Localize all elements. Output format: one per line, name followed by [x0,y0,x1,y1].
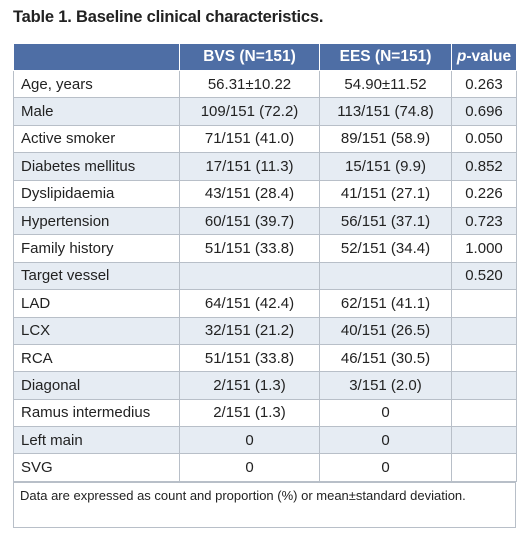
p-value: 0.696 [451,97,517,126]
table-body: Age, years 56.31±10.22 54.90±11.52 0.263 Mal… [13,69,517,482]
ees-value: 89/151 (58.9) [319,124,452,154]
bvs-value: 71/151 (41.0) [179,124,320,154]
ees-value: 54.90±11.52 [319,69,452,99]
header-ees: EES (N=151) [319,43,452,71]
row-label: Dyslipidaemia [13,179,180,208]
bvs-value: 32/151 (21.2) [179,316,320,345]
ees-value: 0 [319,453,452,482]
ees-value: 62/151 (41.1) [319,289,452,318]
bvs-value: 64/151 (42.4) [179,289,320,318]
row-label: Diabetes mellitus [13,152,180,181]
table-row: Target vessel 0.520 [13,261,517,291]
table-row: Diagonal 2/151 (1.3) 3/151 (2.0) [13,371,517,400]
header-empty-cell [13,43,180,71]
table-row: Left main 0 0 [13,426,517,455]
table-row: LCX 32/151 (21.2) 40/151 (26.5) [13,316,517,345]
row-label: Family history [13,234,180,263]
ees-value: 46/151 (30.5) [319,343,452,373]
row-label: LCX [13,316,180,345]
bvs-value: 43/151 (28.4) [179,179,320,208]
p-value: 0.226 [451,179,517,208]
table-row: SVG 0 0 [13,453,517,482]
table-row: Dyslipidaemia 43/151 (28.4) 41/151 (27.1) 0… [13,179,517,208]
table-row: Diabetes mellitus 17/151 (11.3) 15/151 (9.… [13,152,517,181]
header-bvs: BVS (N=151) [179,43,320,71]
table-row: RCA 51/151 (33.8) 46/151 (30.5) [13,343,517,373]
header-p-italic: p [456,48,467,65]
table-row: Age, years 56.31±10.22 54.90±11.52 0.263 [13,69,517,99]
row-label: Age, years [13,69,180,99]
p-value [451,316,517,345]
ees-value: 41/151 (27.1) [319,179,452,208]
bvs-value: 0 [179,426,320,455]
header-p-value: p-value [451,43,517,71]
row-label: Male [13,97,180,126]
row-label: Hypertension [13,206,180,236]
table-row: Ramus intermedius 2/151 (1.3) 0 [13,398,517,428]
baseline-table: BVS (N=151) EES (N=151) p-value Age, yea… [13,43,517,482]
p-value [451,343,517,373]
p-value: 0.723 [451,206,517,236]
p-value [451,426,517,455]
table-row: Family history 51/151 (33.8) 52/151 (34.4)… [13,234,517,263]
p-value [451,453,517,482]
table-caption: Table 1. Baseline clinical characteristi… [13,8,324,26]
row-label: Target vessel [13,261,180,291]
table-header-row: BVS (N=151) EES (N=151) p-value [13,43,517,71]
row-label: Ramus intermedius [13,398,180,428]
p-value: 0.263 [451,69,517,99]
table-row: Active smoker 71/151 (41.0) 89/151 (58.9) 0… [13,124,517,154]
bvs-value: 2/151 (1.3) [179,398,320,428]
table-footnote: Data are expressed as count and proporti… [13,482,516,528]
ees-value: 0 [319,398,452,428]
ees-value: 15/151 (9.9) [319,152,452,181]
p-value [451,371,517,400]
ees-value: 0 [319,426,452,455]
p-value: 1.000 [451,234,517,263]
ees-value: 3/151 (2.0) [319,371,452,400]
bvs-value: 17/151 (11.3) [179,152,320,181]
bvs-value: 56.31±10.22 [179,69,320,99]
ees-value: 56/151 (37.1) [319,206,452,236]
bvs-value: 109/151 (72.2) [179,97,320,126]
bvs-value: 51/151 (33.8) [179,343,320,373]
ees-value: 52/151 (34.4) [319,234,452,263]
row-label: Active smoker [13,124,180,154]
table-row: Male 109/151 (72.2) 113/151 (74.8) 0.696 [13,97,517,126]
table-row: LAD 64/151 (42.4) 62/151 (41.1) [13,289,517,318]
row-label: LAD [13,289,180,318]
row-label: Diagonal [13,371,180,400]
bvs-value: 60/151 (39.7) [179,206,320,236]
table-row: Hypertension 60/151 (39.7) 56/151 (37.1) 0.… [13,206,517,236]
bvs-value: 51/151 (33.8) [179,234,320,263]
row-label: SVG [13,453,180,482]
bvs-value [179,261,320,291]
p-value [451,289,517,318]
ees-value [319,261,452,291]
p-value: 0.520 [451,261,517,291]
ees-value: 40/151 (26.5) [319,316,452,345]
bvs-value: 2/151 (1.3) [179,371,320,400]
bvs-value: 0 [179,453,320,482]
ees-value: 113/151 (74.8) [319,97,452,126]
row-label: RCA [13,343,180,373]
header-p-rest: -value [466,48,512,65]
p-value: 0.852 [451,152,517,181]
row-label: Left main [13,426,180,455]
p-value [451,398,517,428]
p-value: 0.050 [451,124,517,154]
